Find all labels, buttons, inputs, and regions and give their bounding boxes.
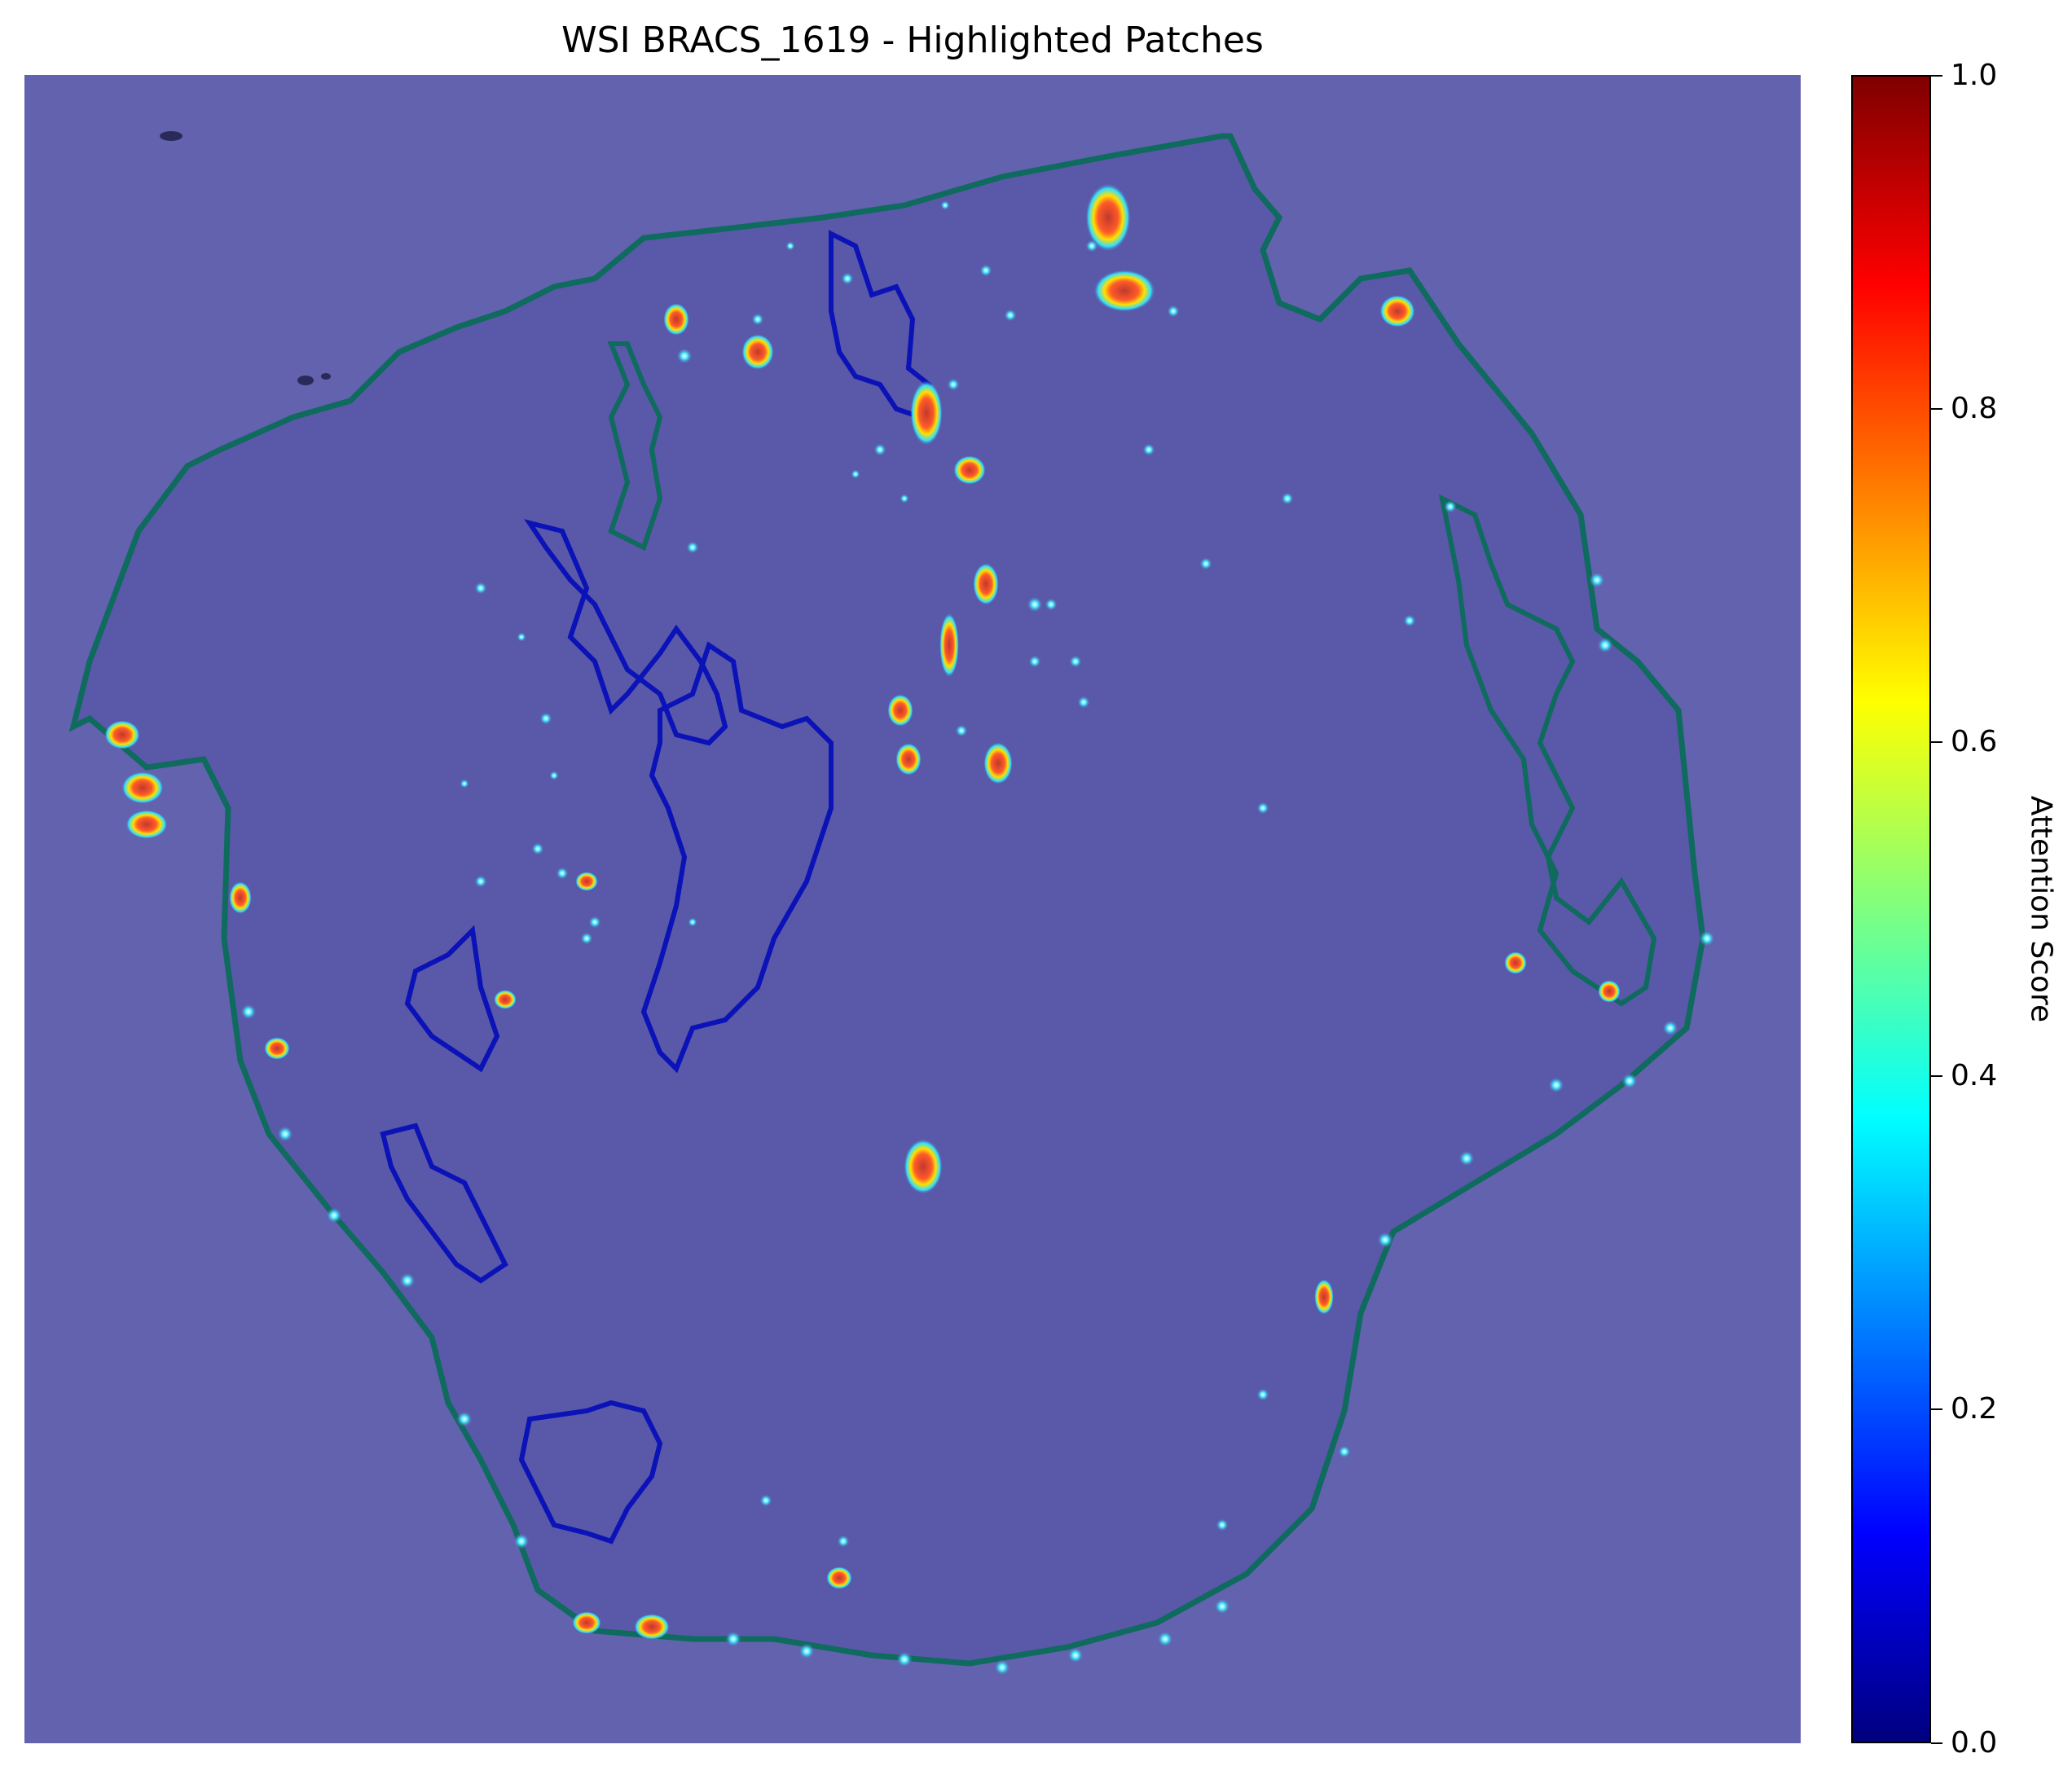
hotspot xyxy=(973,563,999,605)
colorbar-tick-label: 0.2 xyxy=(1951,1392,1998,1426)
colorbar-tick-label: 0.0 xyxy=(1951,1726,1998,1760)
hotspot xyxy=(826,1566,852,1589)
hotspot xyxy=(983,742,1013,784)
hotspot xyxy=(1598,980,1621,1003)
hotspot xyxy=(572,1611,601,1634)
annotation-region-3 xyxy=(640,641,834,1074)
debris-specks xyxy=(160,131,331,385)
hotspot xyxy=(1093,270,1155,312)
hotspot xyxy=(494,990,517,1009)
colorbar-tick xyxy=(1931,408,1942,410)
colorbar-tick-label: 0.4 xyxy=(1951,1059,1998,1092)
hotspot xyxy=(125,810,168,839)
tissue-fold-outline xyxy=(607,341,663,551)
hotspot xyxy=(953,455,986,485)
annotation-regions xyxy=(380,230,932,1545)
colorbar-tick xyxy=(1931,1408,1942,1410)
hotspot xyxy=(1085,183,1131,252)
hotspot xyxy=(1504,951,1527,974)
colorbar-tick-label: 1.0 xyxy=(1951,59,1998,92)
colorbar-tick xyxy=(1931,1742,1942,1744)
annotation-region-6 xyxy=(518,1400,663,1545)
hotspot xyxy=(904,1139,943,1194)
right-tissue-outline xyxy=(1438,494,1657,1007)
attention-specks xyxy=(240,200,1715,1676)
colorbar-tick xyxy=(1931,741,1942,743)
hotspot xyxy=(229,881,252,914)
colorbar xyxy=(1851,75,1931,1743)
annotation-region-4 xyxy=(404,925,500,1073)
colorbar-tick-label: 0.8 xyxy=(1951,392,1998,425)
attention-hotspots xyxy=(104,183,1621,1640)
hotspot xyxy=(121,771,164,804)
hotspot xyxy=(1314,1279,1334,1315)
hotspot xyxy=(939,613,959,678)
colorbar-gradient xyxy=(1853,77,1929,1742)
hotspot xyxy=(634,1614,670,1640)
annotation-region-2 xyxy=(524,519,728,746)
colorbar-tick xyxy=(1931,75,1942,77)
hotspot xyxy=(663,303,689,336)
figure-title: WSI BRACS_1619 - Highlighted Patches xyxy=(561,20,1264,61)
hotspot xyxy=(104,720,140,749)
hotspot xyxy=(575,872,598,891)
wsi-heatmap-image xyxy=(24,75,1801,1743)
hotspot xyxy=(887,694,913,727)
colorbar-tick-label: 0.6 xyxy=(1951,725,1998,758)
hotspot xyxy=(1379,295,1415,327)
colorbar-label: Attention Score xyxy=(2024,795,2058,1023)
hotspot xyxy=(895,743,922,776)
hotspot xyxy=(264,1037,290,1060)
annotation-region-5 xyxy=(380,1123,508,1284)
hotspot xyxy=(910,380,943,446)
colorbar-tick xyxy=(1931,1075,1942,1077)
hotspot xyxy=(741,334,774,370)
